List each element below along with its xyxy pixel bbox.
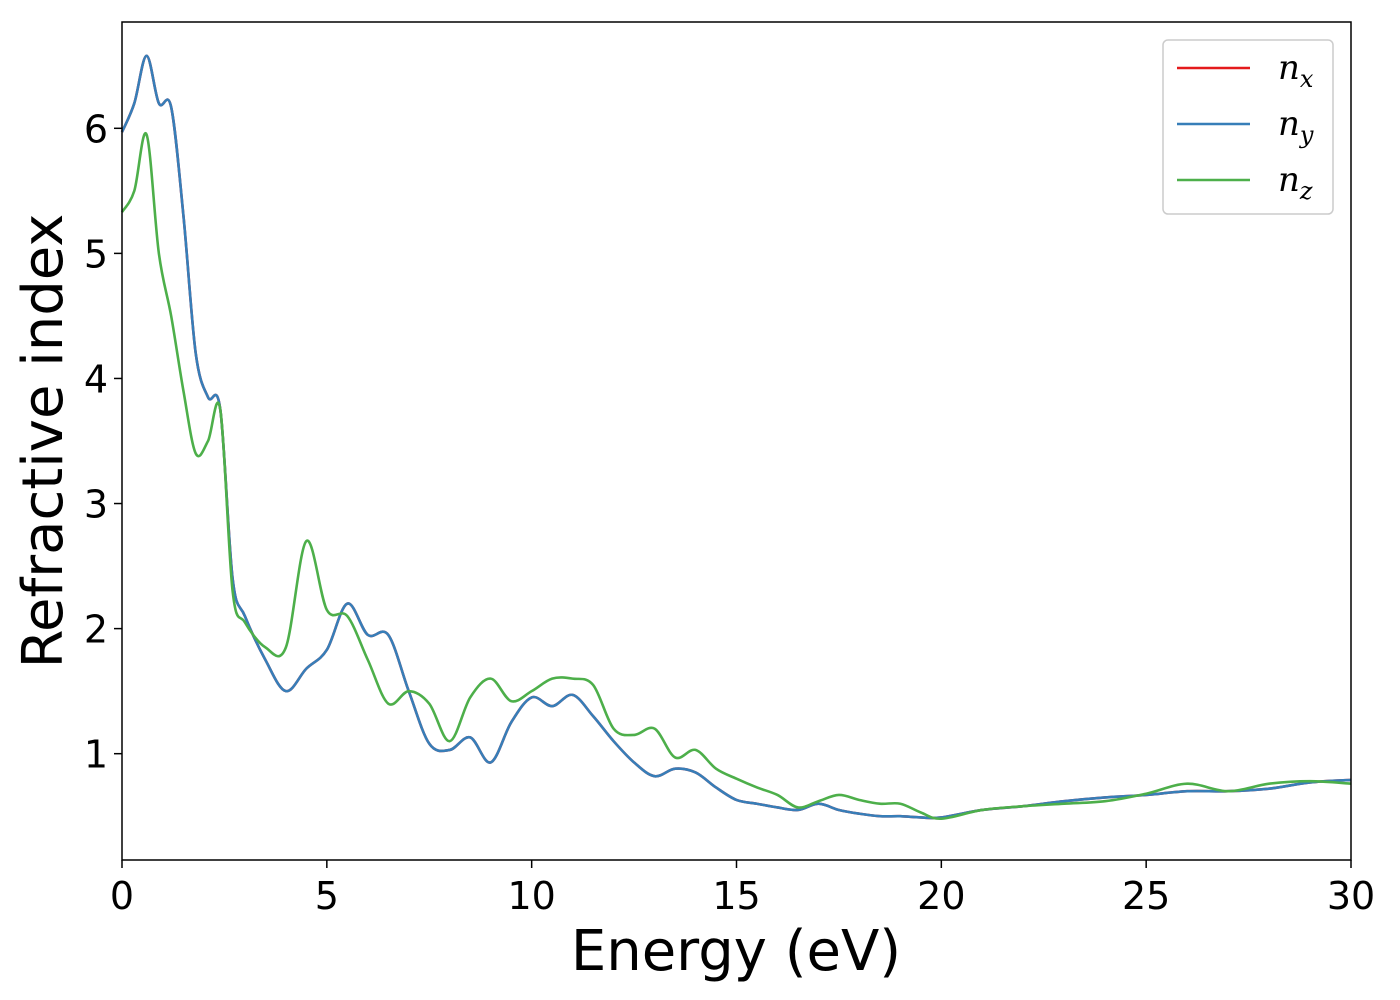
- legend-box: [1162, 39, 1334, 215]
- x-axis-ticks: 0 5 10 15 20 25 30: [110, 860, 1375, 918]
- y-axis-ticks: 1 2 3 4 5 6: [84, 107, 122, 777]
- x-tick-label: 15: [712, 874, 760, 918]
- x-tick-label: 20: [917, 874, 965, 918]
- x-tick-label: 10: [507, 874, 555, 918]
- plot-background: [122, 22, 1351, 860]
- y-tick-label: 5: [84, 232, 108, 276]
- y-tick-label: 4: [84, 357, 108, 401]
- legend-label-nz: nz: [1278, 160, 1313, 205]
- legend-label-nx: nx: [1278, 48, 1314, 93]
- y-tick-label: 2: [84, 608, 108, 652]
- y-tick-label: 6: [84, 107, 108, 151]
- series-line-nz: [120, 132, 1352, 821]
- legend-label-ny: ny: [1278, 104, 1314, 149]
- x-axis-label: Energy (eV): [571, 919, 901, 984]
- series-layer: [120, 54, 1352, 821]
- y-axis-label: Refractive index: [11, 214, 76, 669]
- y-tick-label: 1: [84, 733, 108, 777]
- x-tick-label: 0: [110, 874, 134, 918]
- x-tick-label: 5: [315, 874, 339, 918]
- legend: nx ny nz: [1162, 39, 1334, 215]
- x-tick-label: 25: [1122, 874, 1170, 918]
- y-tick-label: 3: [84, 483, 108, 527]
- x-tick-label: 30: [1327, 874, 1375, 918]
